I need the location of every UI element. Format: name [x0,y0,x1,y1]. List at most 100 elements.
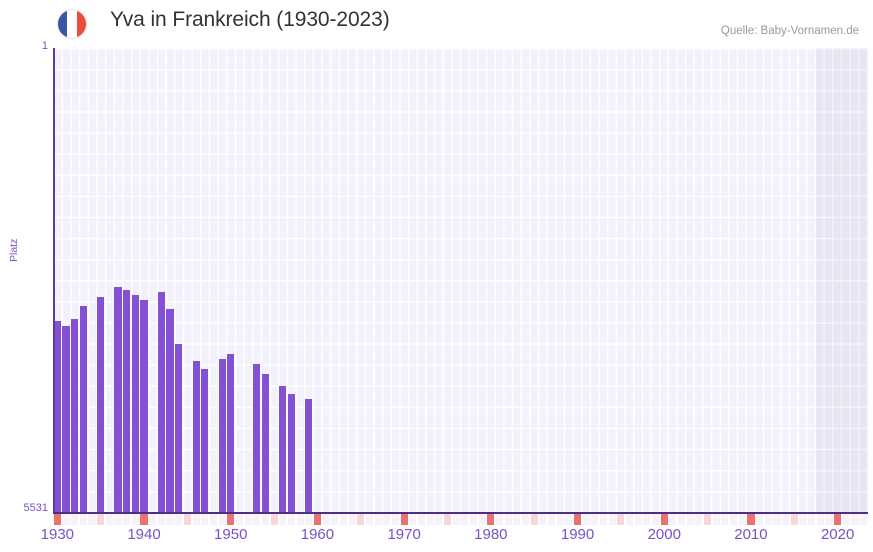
x-tick-1961 [322,514,330,525]
x-tick-1992 [591,514,599,525]
x-tick-1972 [417,514,426,525]
y-axis-line [53,48,55,513]
x-tick-1967 [374,514,382,525]
x-tick-1990 [573,514,582,525]
x-tick-1969 [391,514,400,525]
x-tick-1948 [209,514,217,525]
x-tick-1964 [348,514,356,525]
x-tick-1947 [201,514,209,525]
y-axis-title: Platz [8,238,20,262]
x-tick-1939 [131,514,139,525]
x-tick-2011 [756,514,764,525]
x-tick-2018 [816,514,824,525]
bar-1959[interactable] [305,398,313,513]
y-axis-max-label-box: 1 [0,41,48,55]
x-tick-1940 [140,514,148,525]
x-tick-2008 [730,514,738,525]
no-data-shaded-region [815,48,868,513]
chart-header: Yva in Frankreich (1930-2023) Quelle: Ba… [0,0,873,48]
x-tick-1980 [487,514,495,525]
x-tick-1943 [166,514,174,525]
bar-1931[interactable] [62,326,70,513]
x-tick-2015 [790,514,798,525]
x-tick-1989 [565,514,573,525]
x-tick-1960 [313,514,321,525]
bar-1954[interactable] [261,373,269,513]
x-tick-1981 [495,514,504,525]
x-tick-1977 [461,514,469,525]
bar-1947[interactable] [201,368,209,513]
x-tick-1995 [617,514,625,525]
x-tick-2006 [712,514,720,525]
bar-1940[interactable] [140,299,148,513]
bar-1935[interactable] [97,297,105,513]
x-tick-1954 [261,514,269,525]
y-axis-min-label-box: 5531 [0,500,48,514]
bar-1942[interactable] [157,292,165,513]
x-tick-2023 [860,514,868,525]
x-tick-1966 [365,514,374,525]
bar-1937[interactable] [114,287,122,513]
x-tick-1982 [504,514,512,525]
x-tick-2005 [704,514,712,525]
bar-1939[interactable] [131,294,139,513]
x-tick-1968 [383,514,391,525]
x-tick-1986 [539,514,547,525]
x-tick-1931 [62,514,70,525]
x-tick-1952 [244,514,252,525]
x-axis-label-1940: 1940 [127,526,161,543]
x-tick-1963 [339,514,347,525]
x-tick-1973 [426,514,434,525]
x-tick-1965 [357,514,365,525]
x-tick-1956 [279,514,287,525]
x-tick-1937 [114,514,122,525]
x-axis-label-1960: 1960 [300,526,335,543]
x-tick-1942 [157,514,165,525]
x-tick-2012 [764,514,772,525]
x-tick-2003 [686,514,694,525]
bar-1956[interactable] [279,386,287,513]
x-tick-1976 [452,514,460,525]
x-tick-1945 [183,514,191,525]
x-axis-label-2010: 2010 [734,526,768,543]
x-tick-1974 [435,514,443,525]
x-tick-1999 [652,514,660,525]
x-axis-tick-strip [53,514,868,525]
bar-1944[interactable] [175,343,183,513]
bar-1949[interactable] [218,358,226,513]
x-tick-2014 [782,514,790,525]
bar-1933[interactable] [79,306,87,513]
x-tick-1953 [253,514,261,525]
x-tick-1951 [235,514,243,525]
bar-1938[interactable] [123,289,131,513]
bar-1953[interactable] [253,363,261,513]
x-tick-2004 [695,514,703,525]
x-tick-1997 [634,514,642,525]
x-tick-2020 [834,514,842,525]
x-tick-2017 [808,514,816,525]
y-axis-max-label: 1 [41,40,48,52]
x-tick-1958 [296,514,304,525]
x-tick-2019 [825,514,833,525]
bar-1950[interactable] [227,353,235,513]
x-tick-1959 [305,514,313,525]
x-tick-1962 [331,514,339,525]
x-tick-1957 [287,514,295,525]
x-tick-1985 [530,514,538,525]
bar-1930[interactable] [53,321,61,513]
x-tick-1994 [608,514,616,525]
x-axis-label-1980: 1980 [474,526,508,543]
bar-1946[interactable] [192,361,200,513]
plot-area [53,48,868,513]
x-tick-2001 [669,514,677,525]
x-tick-1950 [227,514,235,525]
x-tick-1979 [478,514,486,525]
bar-1943[interactable] [166,308,174,513]
x-tick-1987 [547,514,556,525]
x-tick-1932 [71,514,79,525]
x-axis-label-2000: 2000 [647,526,681,543]
x-tick-1946 [192,514,200,525]
bar-1957[interactable] [287,393,295,513]
bar-1932[interactable] [71,318,79,513]
